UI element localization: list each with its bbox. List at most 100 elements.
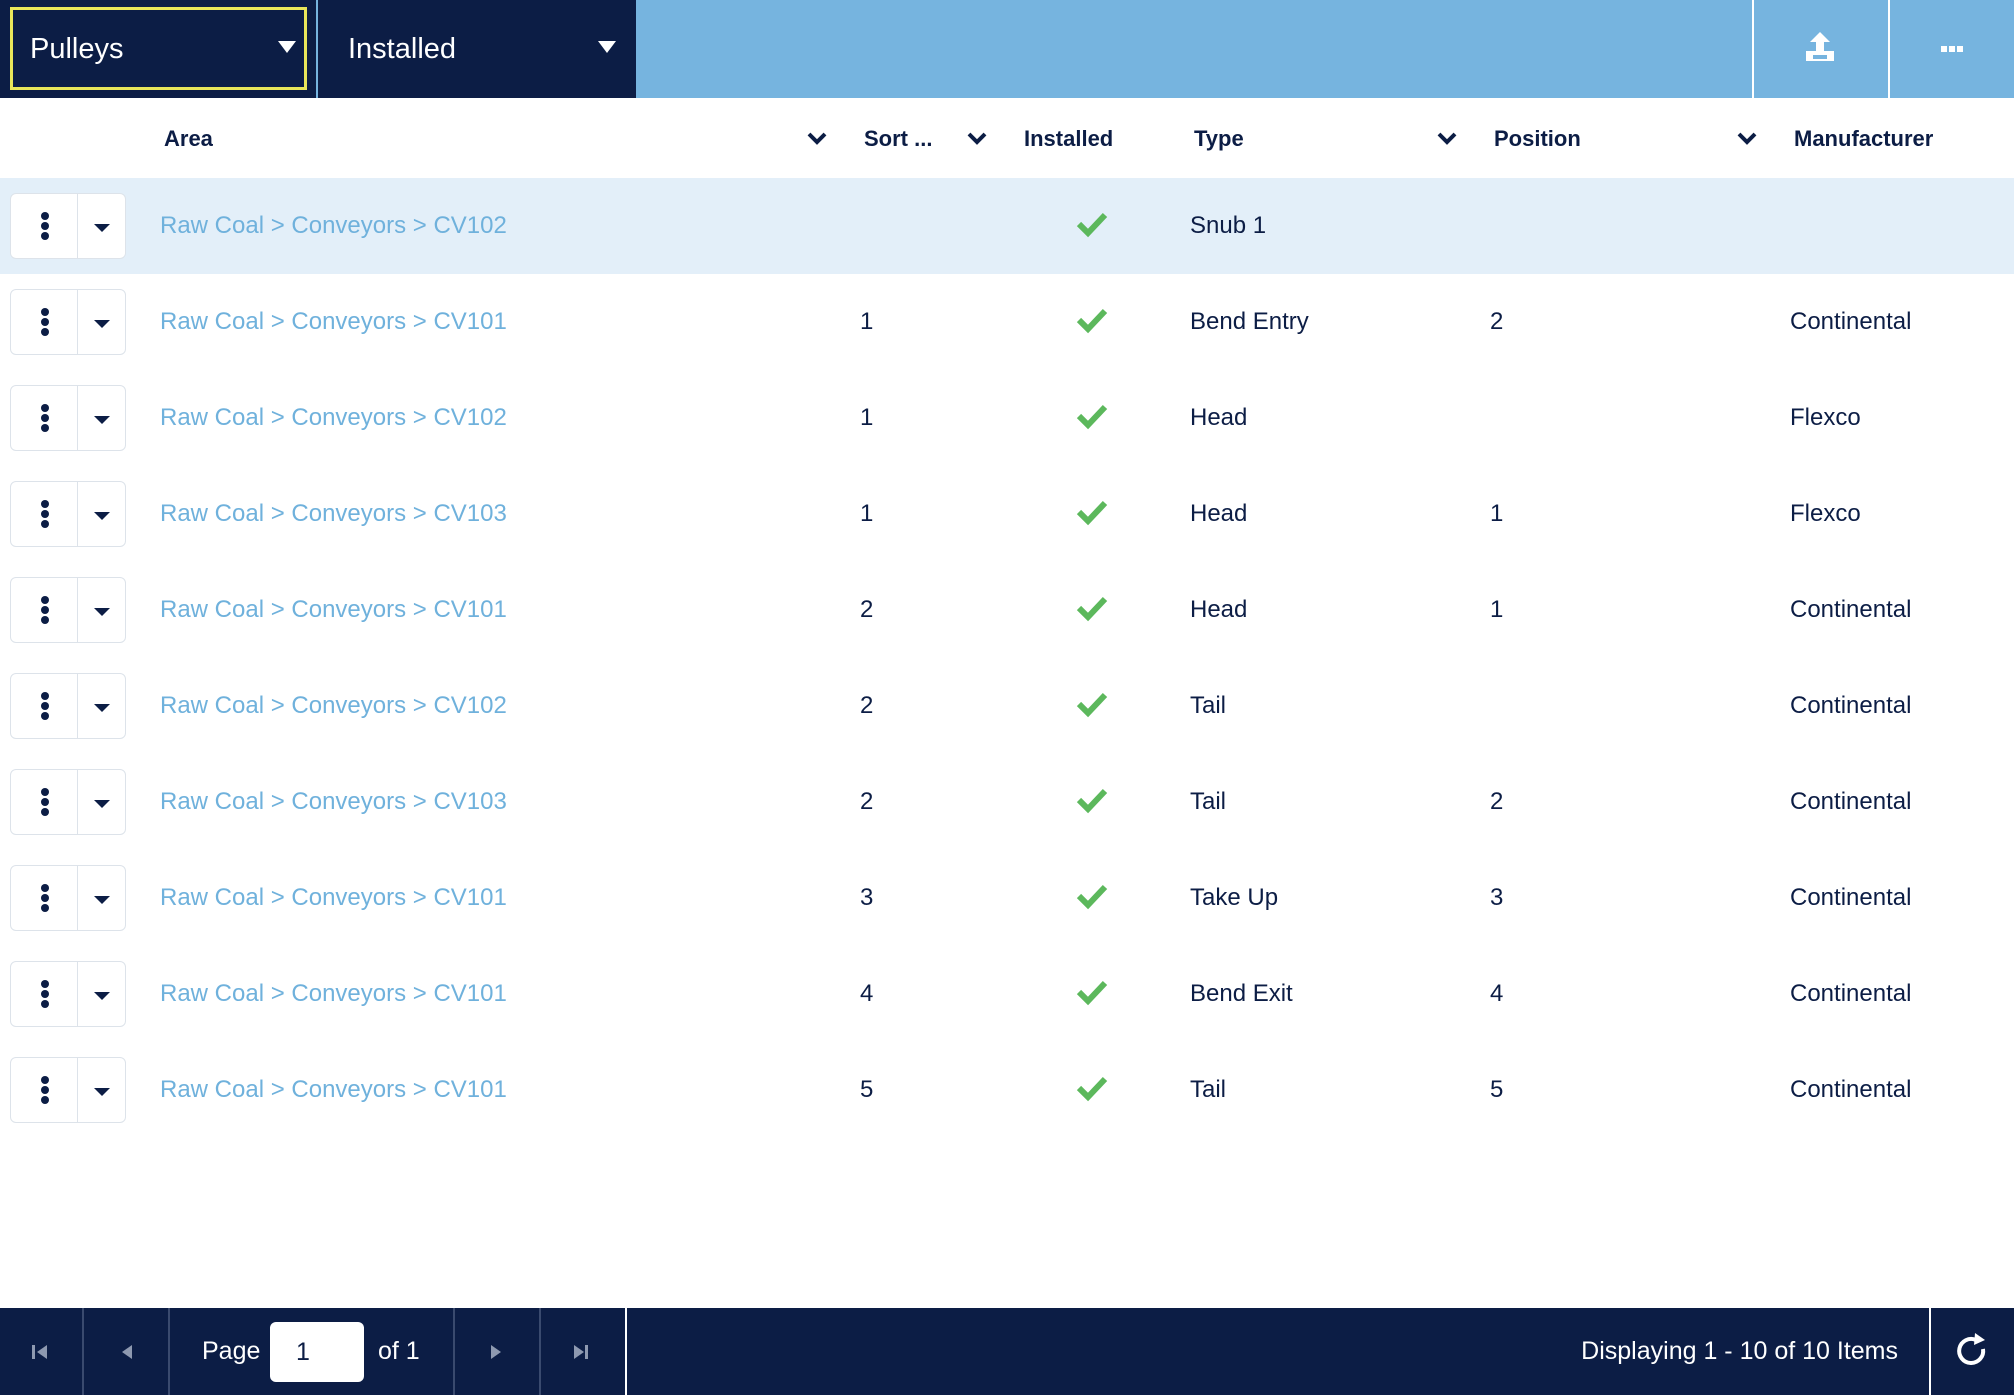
caret-down-icon[interactable] [78,290,126,354]
table-row[interactable]: Raw Coal > Conveyors > CV102 1 Head Flex… [0,370,2014,466]
previous-page-button[interactable] [84,1308,168,1395]
column-header-manufacturer[interactable]: Manufacturer [1794,126,1934,151]
ellipsis-icon [1941,46,1963,52]
button-divider [77,482,78,546]
caret-down-icon[interactable] [78,578,126,642]
table-row[interactable]: Raw Coal > Conveyors > CV103 2 Tail 2 Co… [0,754,2014,850]
kebab-menu-icon[interactable] [11,386,77,450]
table-row[interactable]: Raw Coal > Conveyors > CV102 Snub 1 [0,178,2014,274]
last-page-button[interactable] [541,1308,625,1395]
check-icon [1076,212,1108,238]
caret-down-icon[interactable] [78,482,126,546]
row-action-button[interactable] [10,193,126,259]
row-action-button[interactable] [10,577,126,643]
kebab-menu-icon[interactable] [11,962,77,1026]
area-link[interactable]: Raw Coal > Conveyors > CV102 [160,212,507,239]
more-options-button[interactable] [1890,0,2014,98]
kebab-menu-icon[interactable] [11,482,77,546]
kebab-menu-icon[interactable] [11,674,77,738]
row-action-button[interactable] [10,673,126,739]
button-divider [77,770,78,834]
chevron-down-icon[interactable] [806,130,828,146]
table-row[interactable]: Raw Coal > Conveyors > CV101 4 Bend Exit… [0,946,2014,1042]
kebab-menu-icon[interactable] [11,290,77,354]
table-row[interactable]: Raw Coal > Conveyors > CV101 2 Head 1 Co… [0,562,2014,658]
category-dropdown[interactable]: Pulleys [0,0,316,98]
table-row[interactable]: Raw Coal > Conveyors > CV103 1 Head 1 Fl… [0,466,2014,562]
sort-value: 3 [860,884,874,911]
category-dropdown-label: Pulleys [30,33,124,65]
row-action-button[interactable] [10,769,126,835]
caret-down-icon[interactable] [78,866,126,930]
kebab-menu-icon[interactable] [11,578,77,642]
first-page-button[interactable] [0,1308,82,1395]
chevron-down-icon[interactable] [1736,130,1758,146]
column-header-position[interactable]: Position [1494,126,1581,151]
type-value: Head [1190,500,1248,527]
area-link[interactable]: Raw Coal > Conveyors > CV101 [160,884,507,911]
table-row[interactable]: Raw Coal > Conveyors > CV101 5 Tail 5 Co… [0,1042,2014,1138]
kebab-menu-icon[interactable] [11,1058,77,1122]
button-divider [77,290,78,354]
area-link[interactable]: Raw Coal > Conveyors > CV103 [160,788,507,815]
type-value: Tail [1190,1076,1227,1103]
pager: Page of 1 Displaying 1 - 10 of 10 Items [0,1308,2014,1395]
caret-down-icon[interactable] [78,770,126,834]
check-icon [1076,884,1108,910]
row-action-button[interactable] [10,961,126,1027]
position-value: 2 [1490,788,1504,815]
area-link[interactable]: Raw Coal > Conveyors > CV101 [160,308,507,335]
upload-icon [1806,32,1834,61]
caret-down-icon[interactable] [78,962,126,1026]
page-number-input[interactable] [270,1322,364,1382]
area-link[interactable]: Raw Coal > Conveyors > CV101 [160,1076,507,1103]
column-header-sort[interactable]: Sort ... [864,126,933,151]
pager-divider [539,1308,541,1395]
area-link[interactable]: Raw Coal > Conveyors > CV101 [160,980,507,1007]
previous-page-icon [122,1345,132,1359]
area-link[interactable]: Raw Coal > Conveyors > CV101 [160,596,507,623]
next-page-button[interactable] [455,1308,539,1395]
last-page-icon [574,1345,588,1359]
check-icon [1076,596,1108,622]
caret-down-icon[interactable] [78,386,126,450]
page-label: Page [202,1337,261,1365]
kebab-menu-icon[interactable] [11,194,77,258]
row-action-button[interactable] [10,865,126,931]
refresh-button[interactable] [1931,1308,2014,1395]
sort-value: 1 [860,404,874,431]
page-count-label: of 1 [378,1337,420,1365]
type-value: Head [1190,404,1248,431]
kebab-menu-icon[interactable] [11,866,77,930]
type-value: Snub 1 [1190,212,1267,239]
table-row[interactable]: Raw Coal > Conveyors > CV101 3 Take Up 3… [0,850,2014,946]
row-action-button[interactable] [10,289,126,355]
row-action-button[interactable] [10,481,126,547]
area-link[interactable]: Raw Coal > Conveyors > CV102 [160,404,507,431]
chevron-down-icon[interactable] [1436,130,1458,146]
caret-down-icon[interactable] [78,194,126,258]
manufacturer-value: Continental [1790,884,1912,911]
export-button[interactable] [1754,0,1890,98]
column-header-installed[interactable]: Installed [1024,126,1114,151]
chevron-down-icon[interactable] [966,130,988,146]
area-link[interactable]: Raw Coal > Conveyors > CV102 [160,692,507,719]
row-action-button[interactable] [10,385,126,451]
status-dropdown[interactable]: Installed [318,0,636,98]
column-header-area[interactable]: Area [164,126,213,151]
caret-down-icon[interactable] [78,674,126,738]
sort-value: 1 [860,308,874,335]
area-link[interactable]: Raw Coal > Conveyors > CV103 [160,500,507,527]
kebab-menu-icon[interactable] [11,770,77,834]
column-header-type[interactable]: Type [1194,126,1244,151]
table-row[interactable]: Raw Coal > Conveyors > CV101 1 Bend Entr… [0,274,2014,370]
check-icon [1076,1076,1108,1102]
manufacturer-value: Flexco [1790,500,1861,527]
row-action-button[interactable] [10,1057,126,1123]
table-row[interactable]: Raw Coal > Conveyors > CV102 2 Tail Cont… [0,658,2014,754]
position-value: 3 [1490,884,1504,911]
next-page-icon [491,1345,501,1359]
caret-down-icon[interactable] [78,1058,126,1122]
button-divider [77,194,78,258]
check-icon [1076,788,1108,814]
